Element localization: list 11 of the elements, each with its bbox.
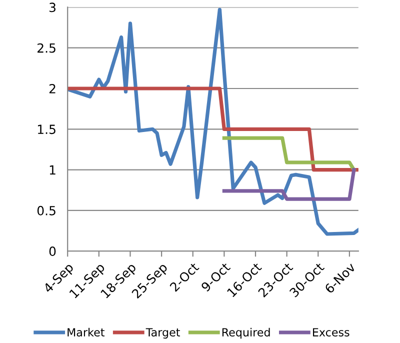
y-tick-label: 3: [49, 2, 56, 12]
y-tick-label: 1.5: [38, 124, 56, 134]
y-tick-label: 2: [49, 84, 56, 94]
legend-label: Required: [222, 328, 270, 339]
legend-label: Market: [68, 328, 104, 336]
y-tick-label: 2.5: [38, 43, 56, 53]
legend-label: Excess: [313, 328, 350, 336]
legend-label: Target: [146, 328, 180, 339]
y-tick-label: 0.5: [37, 206, 56, 216]
y-tick-label: 1: [50, 165, 56, 175]
y-tick-label: 0: [49, 246, 56, 256]
